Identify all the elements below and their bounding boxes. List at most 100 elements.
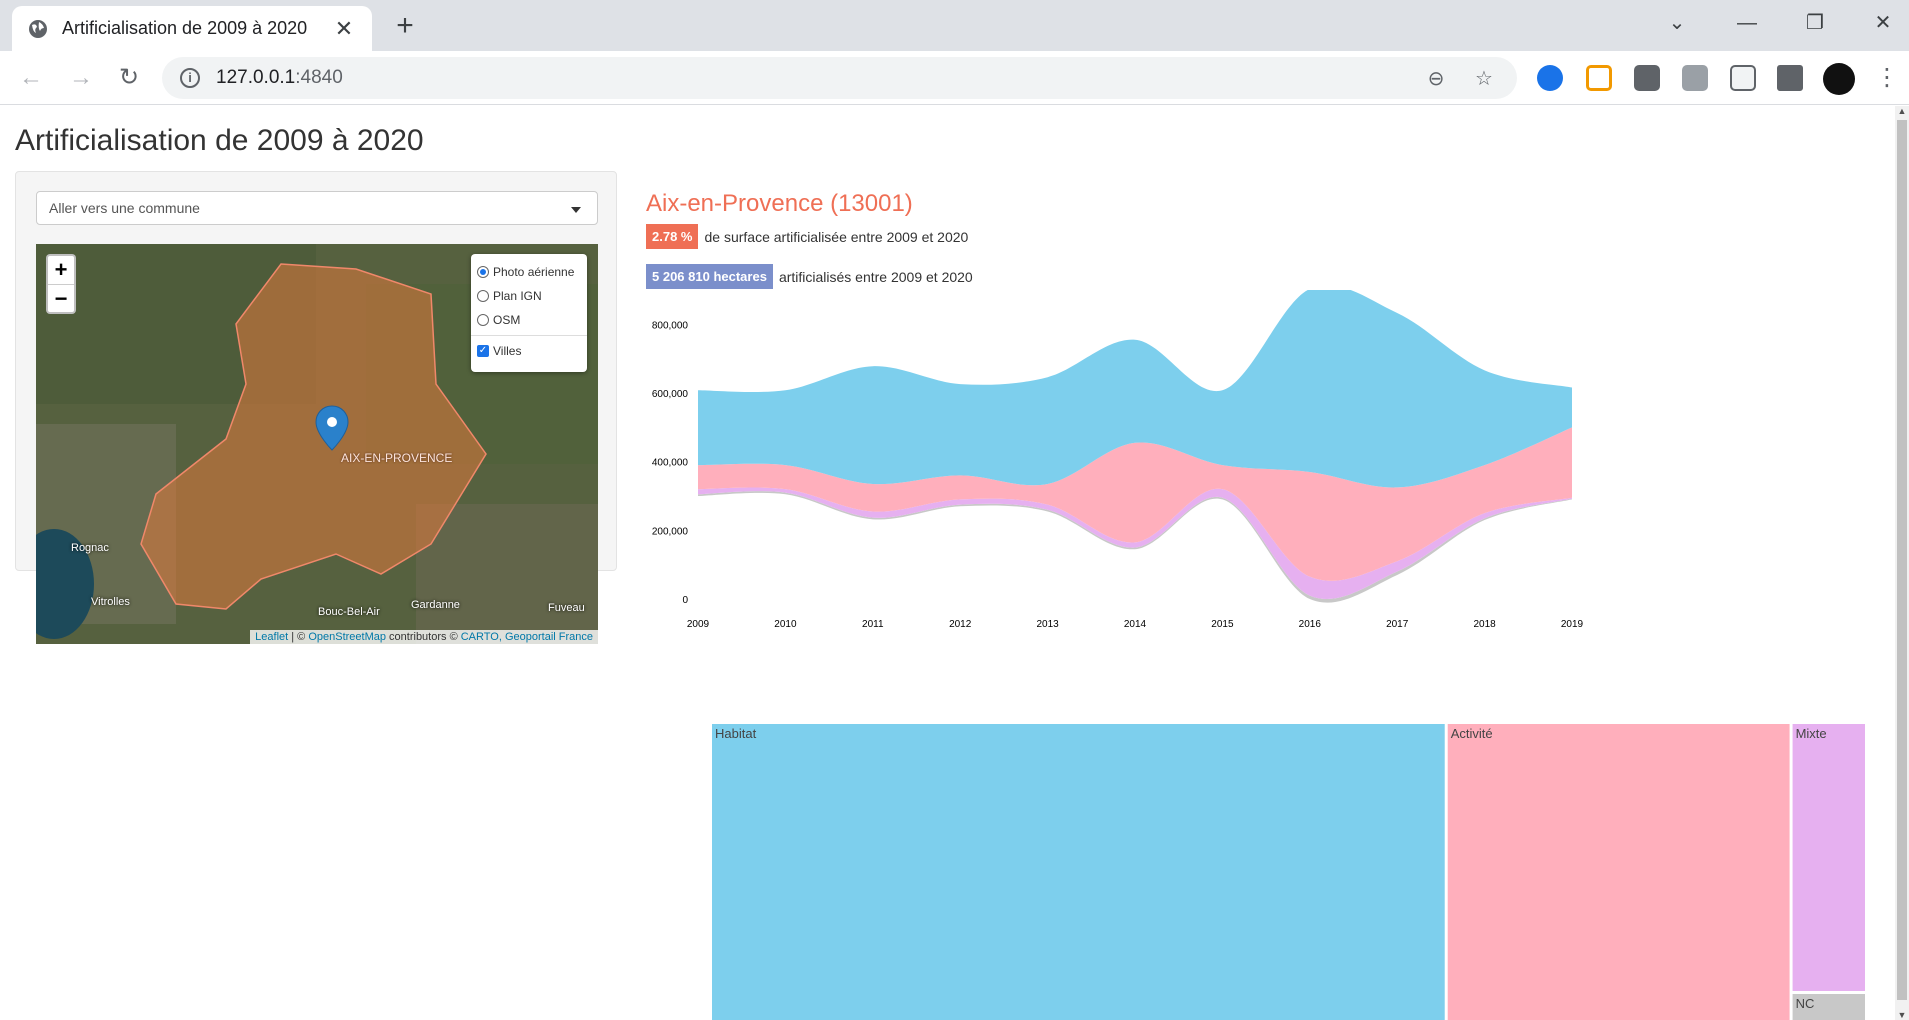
url-text[interactable]: 127.0.0.1:4840 xyxy=(216,67,1421,89)
radio-osm[interactable] xyxy=(477,314,489,326)
x-tick-label: 2018 xyxy=(1473,619,1496,630)
x-tick-label: 2009 xyxy=(687,619,710,630)
radio-photo[interactable] xyxy=(477,266,489,278)
streamgraph-chart: 0 200,000 400,000 600,000 800,000 2009 2010 201… xyxy=(652,290,1584,630)
scroll-up-icon[interactable]: ▲ xyxy=(1897,106,1907,116)
back-arrow-icon[interactable]: ← xyxy=(19,64,43,91)
map-marker-icon[interactable] xyxy=(315,405,349,451)
percent-badge: 2.78 % xyxy=(646,224,699,249)
place-label: AIX-EN-PROVENCE xyxy=(341,451,453,465)
x-tick-label: 2013 xyxy=(1036,619,1059,630)
zoom-out-button[interactable]: − xyxy=(48,284,74,312)
layer-option-label: Plan IGN xyxy=(493,289,542,303)
y-tick-label: 200,000 xyxy=(652,526,689,537)
layer-option-label: OSM xyxy=(493,313,521,327)
reload-icon[interactable]: ↻ xyxy=(118,64,140,91)
extensions-puzzle-icon[interactable] xyxy=(1777,65,1803,91)
map-attribution: Leaflet | © OpenStreetMap contributors ©… xyxy=(250,630,598,644)
treemap-label: Habitat xyxy=(715,726,757,741)
layer-separator xyxy=(471,335,587,336)
restore-button[interactable]: ❐ xyxy=(1806,12,1824,34)
x-tick-label: 2014 xyxy=(1124,619,1147,630)
layer-option-photo[interactable]: Photo aérienne xyxy=(477,260,581,284)
y-tick-label: 800,000 xyxy=(652,320,689,331)
zoom-in-button[interactable]: + xyxy=(54,257,68,282)
x-tick-label: 2015 xyxy=(1211,619,1234,630)
checkbox-villes[interactable]: ✓ xyxy=(477,345,489,357)
leaflet-link[interactable]: Leaflet xyxy=(255,631,289,643)
treemap-cell-activite[interactable] xyxy=(1447,724,1790,1020)
x-tick-label: 2019 xyxy=(1561,619,1584,630)
layer-option-label: Villes xyxy=(493,344,522,358)
scrollbar-thumb[interactable] xyxy=(1897,120,1907,1000)
address-bar[interactable]: i 127.0.0.1:4840 ⊖ ☆ xyxy=(162,57,1517,99)
profile-avatar[interactable] xyxy=(1823,63,1855,95)
browser-toolbar: ← → ↻ i 127.0.0.1:4840 ⊖ ☆ ⋮ xyxy=(0,51,1909,105)
y-tick-label: 600,000 xyxy=(652,389,689,400)
browser-tab[interactable]: Artificialisation de 2009 à 2020 ✕ xyxy=(12,6,372,51)
stream-area-mixte[interactable] xyxy=(698,487,1572,600)
x-tick-label: 2010 xyxy=(774,619,797,630)
extension-layout-icon[interactable] xyxy=(1586,65,1612,91)
treemap-label: Activité xyxy=(1451,726,1493,741)
stream-area-habitat[interactable] xyxy=(698,290,1572,488)
y-tick-label: 400,000 xyxy=(652,458,689,469)
browser-menu-icon[interactable]: ⋮ xyxy=(1875,64,1899,91)
attribution-text: | © xyxy=(288,631,309,643)
scroll-down-icon[interactable]: ▼ xyxy=(1897,1010,1907,1020)
layer-option-ign[interactable]: Plan IGN xyxy=(477,284,581,308)
url-host: 127.0.0.1 xyxy=(216,67,296,88)
treemap-label: Mixte xyxy=(1796,726,1827,741)
place-label: Vitrolles xyxy=(91,596,130,608)
minimize-button[interactable]: — xyxy=(1737,12,1757,34)
stat-percent: 2.78 % de surface artificialisée entre 2… xyxy=(646,224,968,249)
page-title: Artificialisation de 2009 à 2020 xyxy=(15,124,424,157)
percent-caption: de surface artificialisée entre 2009 et … xyxy=(704,228,969,245)
close-tab-icon[interactable]: ✕ xyxy=(334,15,354,41)
place-label: Bouc-Bel-Air xyxy=(318,606,380,618)
hectares-caption: artificialisés entre 2009 et 2020 xyxy=(778,268,973,285)
treemap-cell-habitat[interactable] xyxy=(712,724,1445,1020)
bookmark-star-icon[interactable]: ☆ xyxy=(1475,67,1493,90)
x-tick-label: 2011 xyxy=(862,619,884,630)
stream-area-activite[interactable] xyxy=(698,427,1572,581)
tab-title: Artificialisation de 2009 à 2020 xyxy=(62,18,308,38)
osm-link[interactable]: OpenStreetMap xyxy=(308,631,386,643)
site-info-icon[interactable]: i xyxy=(180,68,200,88)
layer-option-osm[interactable]: OSM xyxy=(477,308,581,332)
layer-control: Photo aérienne Plan IGN OSM ✓ Villes xyxy=(471,254,587,372)
layer-option-villes[interactable]: ✓ Villes xyxy=(477,339,581,363)
extension-document-icon[interactable] xyxy=(1730,65,1756,91)
vertical-scrollbar[interactable]: ▲ ▼ xyxy=(1895,106,1909,1020)
place-label: Rognac xyxy=(71,542,109,554)
extension-video-icon[interactable] xyxy=(1682,65,1708,91)
hectares-badge: 5 206 810 hectares xyxy=(646,264,773,289)
commune-select-placeholder: Aller vers une commune xyxy=(49,200,200,216)
map-panel: Aller vers une commune xyxy=(15,171,617,644)
leaflet-map[interactable]: AIX-EN-PROVENCE Rognac Vitrolles Bouc-Be… xyxy=(36,244,598,644)
extension-shield-icon[interactable] xyxy=(1634,65,1660,91)
close-window-button[interactable]: ✕ xyxy=(1874,12,1892,34)
commune-boundary[interactable] xyxy=(140,263,487,610)
url-port: :4840 xyxy=(295,67,343,88)
commune-select[interactable]: Aller vers une commune xyxy=(36,191,598,225)
treemap-chart: Habitat Activité Mixte NC xyxy=(712,724,1865,1020)
layer-option-label: Photo aérienne xyxy=(493,265,575,279)
treemap-cell-nc[interactable] xyxy=(1792,994,1865,1020)
treemap-cell-mixte[interactable] xyxy=(1792,724,1865,991)
forward-arrow-icon[interactable]: → xyxy=(69,64,93,91)
extension-refresh-icon[interactable] xyxy=(1537,65,1563,91)
treemap-label: NC xyxy=(1796,996,1815,1011)
tab-search-icon[interactable]: ⌄ xyxy=(1668,12,1686,34)
stat-hectares: 5 206 810 hectares artificialisés entre … xyxy=(646,264,973,289)
place-label: Gardanne xyxy=(411,599,460,611)
zoom-out-icon[interactable]: ⊖ xyxy=(1427,67,1445,90)
globe-icon xyxy=(29,19,47,38)
zoom-control: + − xyxy=(46,254,76,314)
new-tab-button[interactable]: + xyxy=(396,9,414,42)
browser-tab-strip: Artificialisation de 2009 à 2020 ✕ + ⌄ —… xyxy=(0,0,1909,51)
x-tick-label: 2012 xyxy=(949,619,972,630)
x-tick-label: 2017 xyxy=(1386,619,1409,630)
carto-link[interactable]: CARTO, Geoportail France xyxy=(460,631,593,643)
radio-ign[interactable] xyxy=(477,290,489,302)
